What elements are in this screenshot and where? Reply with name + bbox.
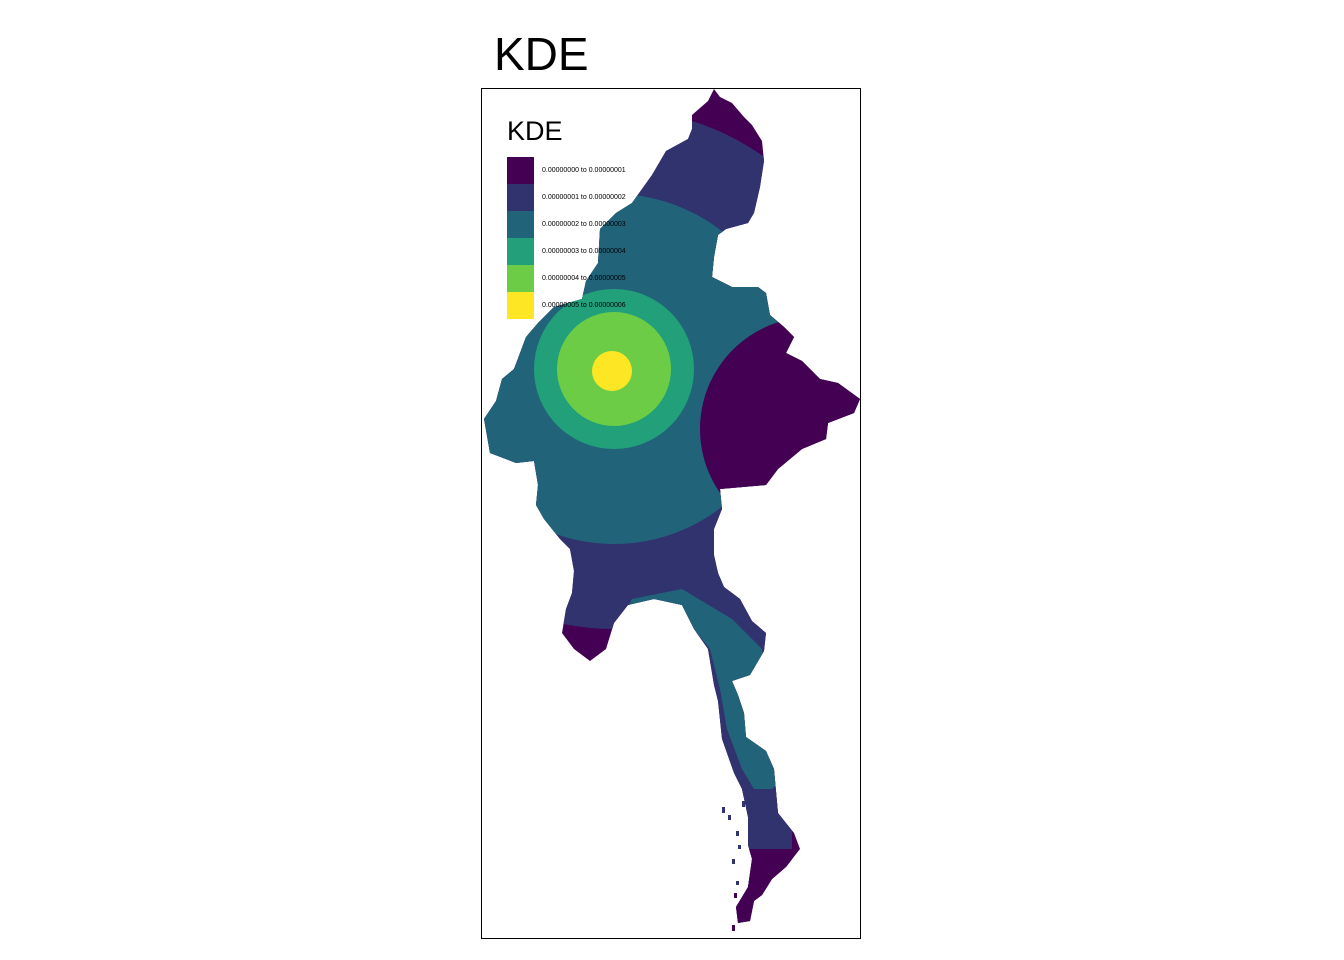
legend-label: 0.00000004 to 0.00000005 — [542, 275, 626, 282]
legend-label: 0.00000001 to 0.00000002 — [542, 194, 626, 201]
legend-title: KDE — [507, 116, 563, 146]
legend-item: 0.00000001 to 0.00000002 — [507, 184, 626, 211]
legend-item: 0.00000004 to 0.00000005 — [507, 265, 626, 292]
legend-item: 0.00000000 to 0.00000001 — [507, 157, 626, 184]
legend-label: 0.00000000 to 0.00000001 — [542, 167, 626, 174]
legend-swatch — [507, 265, 534, 292]
map-panel: KDE 0.00000000 to 0.00000001 0.00000001 … — [481, 88, 861, 939]
kde-band-0-east — [700, 317, 860, 541]
kde-raster-map — [484, 89, 860, 931]
legend-swatch — [507, 184, 534, 211]
legend-swatch — [507, 211, 534, 238]
map-legend: KDE 0.00000000 to 0.00000001 0.00000001 … — [507, 115, 626, 319]
map-title: KDE — [494, 28, 589, 80]
legend-item: 0.00000002 to 0.00000003 — [507, 211, 626, 238]
kde-band-2-south — [628, 589, 782, 789]
southern-islands — [732, 893, 737, 931]
legend-item: 0.00000003 to 0.00000004 — [507, 238, 626, 265]
coastal-islands — [722, 801, 745, 885]
legend-label: 0.00000002 to 0.00000003 — [542, 221, 626, 228]
legend-item: 0.00000005 to 0.00000006 — [507, 292, 626, 319]
kde-band-5 — [592, 351, 632, 391]
legend-swatch — [507, 238, 534, 265]
legend-label: 0.00000003 to 0.00000004 — [542, 248, 626, 255]
legend-label: 0.00000005 to 0.00000006 — [542, 302, 626, 309]
legend-swatch — [507, 292, 534, 319]
kde-band-0-tip — [712, 849, 792, 923]
kde-band-1-tip — [712, 789, 792, 849]
legend-swatch — [507, 157, 534, 184]
